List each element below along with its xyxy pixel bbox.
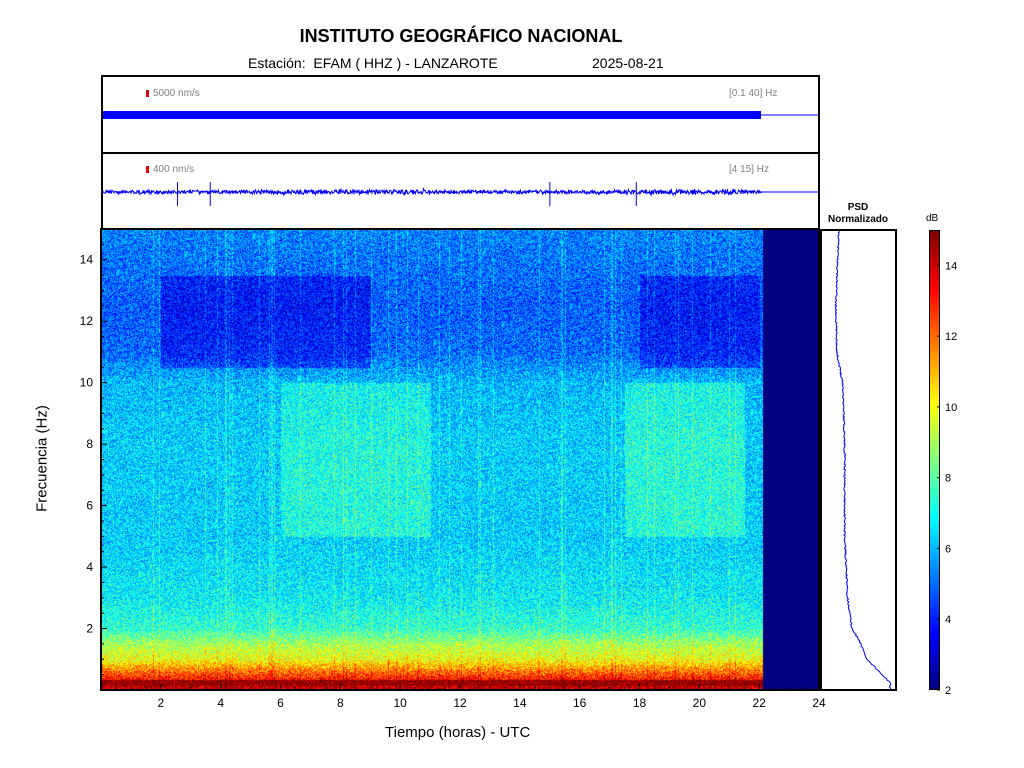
colorbar-tick-label: 8 (945, 473, 951, 485)
scale-bar-icon (146, 166, 149, 173)
trace-scale-label: 5000 nm/s (153, 88, 200, 99)
y-tick-label: 12 (80, 314, 94, 328)
colorbar-tick-label: 4 (945, 614, 951, 626)
trace-panel-filtered: 400 nm/s [4 15] Hz (101, 152, 820, 230)
x-tick-label: 8 (337, 696, 344, 710)
scale-bar-icon (146, 90, 149, 97)
colorbar-tick-label: 2 (945, 685, 951, 697)
x-tick-label: 2 (157, 696, 164, 710)
psd-title-text: PSD Normalizado (827, 202, 888, 225)
colorbar-tick-label: 14 (945, 260, 957, 272)
trace-line (103, 187, 818, 197)
station-label: Estación: EFAM ( HHZ ) - LANZAROTE (248, 55, 498, 71)
trace-panel-broadband: 5000 nm/s [0.1 40] Hz (101, 75, 820, 154)
x-tick-label: 16 (573, 696, 587, 710)
x-tick-label: 4 (217, 696, 224, 710)
psd-line (834, 231, 892, 689)
y-tick-label: 10 (80, 376, 94, 390)
x-tick-label: 18 (633, 696, 647, 710)
psd-title: PSD Normalizado (820, 202, 896, 226)
trace-scale-label: 400 nm/s (153, 164, 195, 175)
x-tick-label: 14 (513, 696, 527, 710)
trace-waveform-filtered (103, 182, 818, 206)
psd-panel (820, 229, 897, 691)
spectrogram-heatmap (101, 229, 819, 690)
colorbar-tick-label: 6 (945, 543, 951, 555)
x-tick-label: 24 (812, 696, 826, 710)
chart-title: INSTITUTO GEOGRÁFICO NACIONAL (299, 26, 623, 46)
colorbar-tick-label: 10 (945, 402, 957, 414)
x-tick-label: 10 (393, 696, 407, 710)
colorbar (929, 230, 940, 690)
psd-curve (834, 231, 892, 689)
y-tick-label: 6 (86, 499, 93, 513)
colorbar-unit: dB (926, 213, 939, 224)
x-tick-label: 22 (752, 696, 766, 710)
date-label: 2025-08-21 (592, 55, 664, 71)
y-tick-label: 8 (86, 437, 93, 451)
trace-filter-label: [4 15] Hz (729, 164, 770, 175)
y-tick-label: 14 (80, 253, 94, 267)
y-tick-label: 4 (86, 560, 93, 574)
trace-filter-label: [0.1 40] Hz (729, 88, 778, 99)
y-axis-label: Frecuencia (Hz) (33, 405, 51, 512)
x-tick-label: 6 (277, 696, 284, 710)
x-tick-label: 20 (693, 696, 707, 710)
y-tick-label: 2 (86, 622, 93, 636)
x-tick-label: 12 (453, 696, 467, 710)
trace-waveform-broadband (103, 111, 818, 119)
x-axis-label: Tiempo (horas) - UTC (385, 724, 531, 741)
colorbar-tick-label: 12 (945, 331, 957, 343)
